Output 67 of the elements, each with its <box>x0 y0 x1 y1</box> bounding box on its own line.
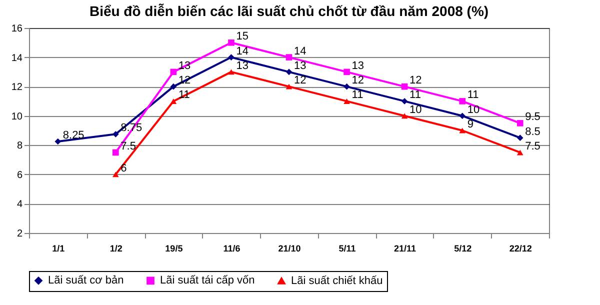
data-label: 7.5 <box>120 140 136 152</box>
data-label: 12 <box>352 74 364 87</box>
data-label: 9 <box>467 118 474 130</box>
point <box>170 83 177 90</box>
x-tick-label: 1/1 <box>52 244 65 254</box>
x-tick-label: 21/11 <box>394 244 416 254</box>
data-label: 8.5 <box>525 126 540 138</box>
x-tick-label: 19/5 <box>165 244 183 254</box>
data-label: 11 <box>410 89 421 102</box>
point <box>228 69 234 75</box>
point <box>516 134 524 141</box>
point <box>112 172 119 178</box>
x-tick-label: 1/2 <box>110 244 122 254</box>
data-label: 14 <box>236 45 248 58</box>
point <box>54 138 62 145</box>
point <box>516 120 524 126</box>
data-label: 14 <box>294 45 306 58</box>
data-label: 7.5 <box>525 140 540 152</box>
point <box>170 68 177 76</box>
x-tick-label: 22/12 <box>509 244 532 254</box>
point <box>344 83 350 90</box>
point <box>228 54 234 60</box>
point <box>286 68 292 76</box>
y-tick-label: 12 <box>11 82 23 94</box>
x-tick-label: 5/11 <box>338 244 356 254</box>
point <box>344 68 350 76</box>
y-tick-label: 14 <box>11 52 23 64</box>
point <box>516 150 524 156</box>
x-tick-label: 11/6 <box>223 244 240 254</box>
data-label: 12 <box>294 74 306 87</box>
point <box>286 54 292 60</box>
legend-label: Lãi suất chiết khấu <box>291 274 383 287</box>
legend-label: Lãi suất cơ bản <box>48 274 124 287</box>
data-label: 13 <box>236 60 248 72</box>
y-tick-label: 6 <box>16 170 23 181</box>
data-label: 8.25 <box>62 129 84 142</box>
point <box>112 149 119 156</box>
point <box>286 84 292 90</box>
y-tick-label: 16 <box>11 24 23 34</box>
point <box>459 128 466 134</box>
chart-title: Biểu đồ diễn biến các lãi suất chủ chốt từ đầu năm 2008 (%) <box>89 3 489 19</box>
data-label: 9.5 <box>525 111 540 124</box>
point <box>459 98 466 104</box>
x-tick-label: 21/10 <box>278 244 301 254</box>
y-tick-label: 2 <box>16 228 23 240</box>
point <box>170 98 177 104</box>
point <box>228 39 234 46</box>
y-tick-label: 8 <box>16 140 23 152</box>
point <box>459 112 466 120</box>
data-label: 10 <box>410 104 422 116</box>
data-label: 13 <box>352 60 364 72</box>
point <box>401 113 408 119</box>
legend-label: Lãi suất tái cấp vốn <box>160 274 255 287</box>
point <box>401 83 408 90</box>
data-label: 15 <box>236 30 248 43</box>
data-label: 6 <box>120 162 127 174</box>
point <box>112 131 119 138</box>
x-tick-label: 5/12 <box>454 244 472 254</box>
data-label: 11 <box>467 89 479 102</box>
point <box>344 98 350 104</box>
point <box>401 98 408 104</box>
data-label: 12 <box>410 74 422 87</box>
y-tick-label: 4 <box>16 199 23 210</box>
data-label: 10 <box>467 104 480 116</box>
data-label: 13 <box>294 60 306 72</box>
data-label: 11 <box>352 89 364 102</box>
y-tick-label: 10 <box>11 111 23 122</box>
